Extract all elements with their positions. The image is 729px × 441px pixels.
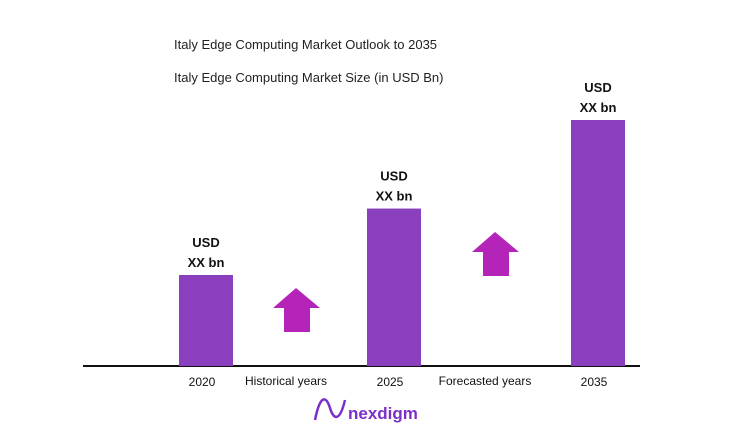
brand-name: nexdigm xyxy=(348,404,418,423)
data-label-value: XX bn xyxy=(188,255,225,270)
growth-arrow-icon xyxy=(273,288,320,332)
nexdigm-logo-icon xyxy=(313,398,347,421)
data-label-usd: USD xyxy=(584,80,611,95)
data-label-value: XX bn xyxy=(376,189,413,204)
chart-title: Italy Edge Computing Market Outlook to 2… xyxy=(174,37,438,52)
annotation-label: Forecasted years xyxy=(439,374,532,388)
bar-2025 xyxy=(367,208,421,366)
annotation-label: Historical years xyxy=(245,374,327,388)
x-tick-label: 2025 xyxy=(377,375,404,389)
data-label-usd: USD xyxy=(192,235,219,250)
bar-2020 xyxy=(179,274,233,366)
bar-2035 xyxy=(571,120,625,366)
chart-subtitle: Italy Edge Computing Market Size (in USD… xyxy=(174,70,444,85)
x-tick-label: 2020 xyxy=(189,375,216,389)
growth-arrow-icon xyxy=(472,232,519,276)
data-label-value: XX bn xyxy=(580,100,617,115)
data-label-usd: USD xyxy=(380,169,407,184)
x-tick-label: 2035 xyxy=(581,375,608,389)
